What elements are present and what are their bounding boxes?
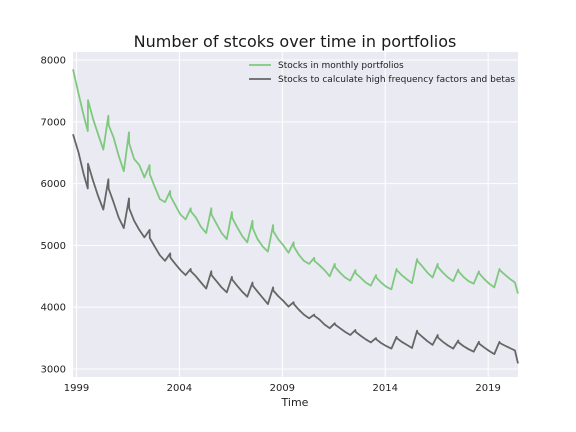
x-tick-label: 1999 <box>64 383 89 394</box>
y-tick-label: 6000 <box>41 179 66 190</box>
y-tick-label: 7000 <box>41 117 66 128</box>
series-line-2 <box>72 133 519 364</box>
y-tick-label: 5000 <box>41 241 66 252</box>
y-tick-label: 8000 <box>41 56 66 67</box>
legend-label: Stocks in monthly portfolios <box>278 61 404 71</box>
chart-title: Number of stcoks over time in portfolios <box>134 32 457 51</box>
series-lines <box>72 69 519 364</box>
legend-label: Stocks to calculate high frequency facto… <box>278 75 515 85</box>
x-tick-label: 2004 <box>167 383 192 394</box>
x-tick-label: 2009 <box>270 383 295 394</box>
grid-lines <box>73 52 518 377</box>
legend: Stocks in monthly portfolios Stocks to ca… <box>249 61 515 85</box>
plot-area <box>73 52 518 377</box>
series-line-1 <box>72 69 519 294</box>
x-axis-ticks: 1999 2004 2009 2014 2019 <box>64 383 501 394</box>
x-tick-label: 2019 <box>475 383 500 394</box>
x-axis-label: Time <box>281 396 309 409</box>
y-tick-label: 4000 <box>41 303 66 314</box>
y-axis-ticks: 3000 4000 5000 6000 7000 8000 <box>41 56 66 376</box>
x-tick-label: 2014 <box>373 383 398 394</box>
y-tick-label: 3000 <box>41 364 66 375</box>
